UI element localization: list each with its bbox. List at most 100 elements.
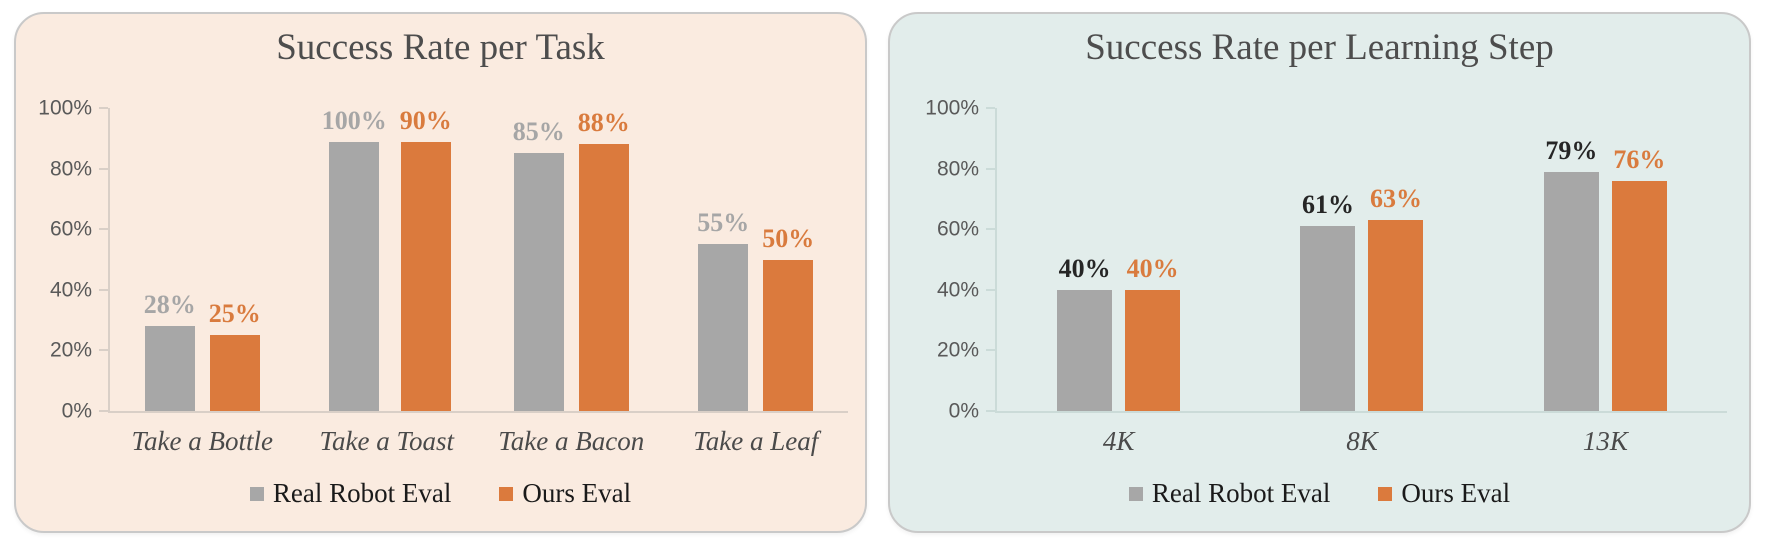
bar [144, 326, 195, 411]
bar [1057, 289, 1113, 411]
y-axis-tick-label: 40% [936, 278, 979, 302]
y-axis-tick [986, 349, 995, 352]
bar-value-label: 90% [399, 106, 452, 135]
chart-card-success-rate-per-learning-step: Success Rate per Learning Step 0% 20% 40% 6… [888, 12, 1751, 533]
bar-cell: 55% [697, 108, 749, 411]
chart-title: Success Rate per Learning Step [1085, 27, 1554, 68]
bar-value-label: 76% [1613, 144, 1666, 174]
y-axis-tick-label: 20% [936, 338, 979, 362]
y-axis-tick-label: 80% [936, 157, 979, 181]
bar-cell: 25% [209, 108, 261, 411]
y-axis-tick-label: 80% [49, 157, 92, 181]
category-label: Take a Toast [319, 426, 455, 456]
chart-card-success-rate-per-task: Success Rate per Task 0% 20% 40% 60% 80% 100%… [14, 12, 867, 533]
chart-title: Success Rate per Task [276, 27, 605, 68]
y-axis-tick [99, 228, 108, 231]
y-axis-tick-label: 100% [38, 96, 92, 120]
bar-value-label: 28% [143, 290, 196, 320]
bar [513, 153, 564, 411]
bar-value-label: 79% [1545, 135, 1598, 165]
y-axis-tick [99, 349, 108, 352]
bar [209, 335, 260, 411]
y-axis-tick-label: 0% [61, 399, 92, 423]
legend-swatch [1378, 486, 1393, 501]
bar-chart-success-rate-per-task: 0% 20% 40% 60% 80% 100% 28% 25% 100% 90% 85% 88% 55%… [16, 14, 865, 531]
bar-cell: 50% [762, 108, 814, 411]
legend-series-name: Real Robot Eval [272, 478, 452, 508]
category-axis: Take a Bottle Take a Toast Take a Bacon Tak… [110, 425, 848, 457]
y-axis-tick [99, 107, 108, 109]
bar-value-label: 40% [1126, 253, 1179, 283]
bar-cell: 40% [1057, 108, 1113, 411]
category-label: 13K [1582, 426, 1628, 456]
legend-series-name: Real Robot Eval [1151, 478, 1331, 508]
bar-group-take-a-bacon: 85% 88% [479, 108, 664, 411]
plot-area: 0% 20% 40% 60% 80% 100% 40% 40% 61% 63% 79% 76% 4K 8K… [925, 98, 1727, 456]
y-axis-tick-label: 100% [925, 96, 979, 120]
bar-value-label: 25% [208, 299, 261, 329]
legend-swatch [1128, 486, 1143, 501]
legend-swatch [499, 486, 514, 501]
category-label: 4K [1102, 426, 1135, 456]
y-axis-tick-label: 60% [936, 217, 979, 241]
y-axis-tick-label: 40% [49, 278, 92, 302]
plot-area: 0% 20% 40% 60% 80% 100% 28% 25% 100% 90% 85% 88% 55%… [38, 98, 848, 456]
bar [400, 142, 451, 411]
bar [1300, 226, 1356, 411]
bar [1368, 220, 1424, 411]
bar-value-label: 63% [1369, 184, 1422, 214]
y-axis-tick [99, 167, 108, 170]
bar [1125, 289, 1181, 411]
bar-value-label: 88% [577, 108, 630, 138]
legend-item: Ours Eval [1378, 480, 1510, 507]
bar-group-take-a-toast: 100% 90% [295, 108, 480, 411]
bar [1543, 171, 1599, 411]
bar [578, 144, 629, 411]
y-axis-tick [986, 107, 995, 109]
category-axis: 4K 8K 13K [997, 425, 1727, 457]
bar-cell: 90% [400, 108, 452, 411]
category-label: 8K [1346, 426, 1378, 456]
legend: Real Robot Eval Ours Eval [16, 480, 865, 507]
y-axis-tick-label: 0% [948, 399, 979, 423]
bar-value-label: 55% [697, 208, 750, 238]
bar-groups: 28% 25% 100% 90% 85% 88% 55% 50% [110, 108, 848, 411]
category-label: Take a Leaf [693, 426, 819, 456]
bar-groups: 40% 40% 61% 63% 79% 76% [997, 108, 1727, 411]
bar-cell: 76% [1611, 108, 1667, 411]
y-axis-tick [986, 288, 995, 291]
bar-cell: 79% [1543, 108, 1599, 411]
y-axis-tick [986, 410, 995, 412]
bar-cell: 61% [1300, 108, 1356, 411]
legend-item: Ours Eval [499, 480, 631, 507]
bar [698, 244, 749, 411]
legend-series-name: Ours Eval [522, 478, 632, 508]
bar-group-take-a-bottle: 28% 25% [110, 108, 295, 411]
bar-cell: 85% [513, 108, 565, 411]
y-axis-tick-label: 20% [49, 338, 92, 362]
bar-cell: 63% [1368, 108, 1424, 411]
y-axis-tick [99, 410, 108, 412]
bar-group-take-a-leaf: 55% 50% [664, 108, 849, 411]
category-label: Take a Bottle [131, 426, 274, 456]
bar-group-13k: 79% 76% [1484, 108, 1727, 411]
bar-group-4k: 40% 40% [997, 108, 1240, 411]
bar-group-8k: 61% 63% [1240, 108, 1483, 411]
bar-value-label: 85% [512, 117, 565, 147]
bar [763, 259, 814, 411]
y-axis-tick [99, 288, 108, 291]
legend-item: Real Robot Eval [249, 478, 452, 508]
legend: Real Robot Eval Ours Eval [890, 480, 1749, 507]
bar [1611, 180, 1667, 411]
y-axis-tick [986, 228, 995, 231]
bar [329, 142, 380, 411]
bar-cell: 100% [322, 108, 387, 411]
y-axis-tick [986, 167, 995, 170]
bar-value-label: 50% [762, 223, 815, 253]
bar-value-label: 40% [1058, 253, 1111, 283]
bar-cell: 28% [144, 108, 196, 411]
legend-swatch [249, 486, 264, 501]
bar-cell: 40% [1125, 108, 1181, 411]
y-axis-tick-label: 60% [49, 217, 92, 241]
